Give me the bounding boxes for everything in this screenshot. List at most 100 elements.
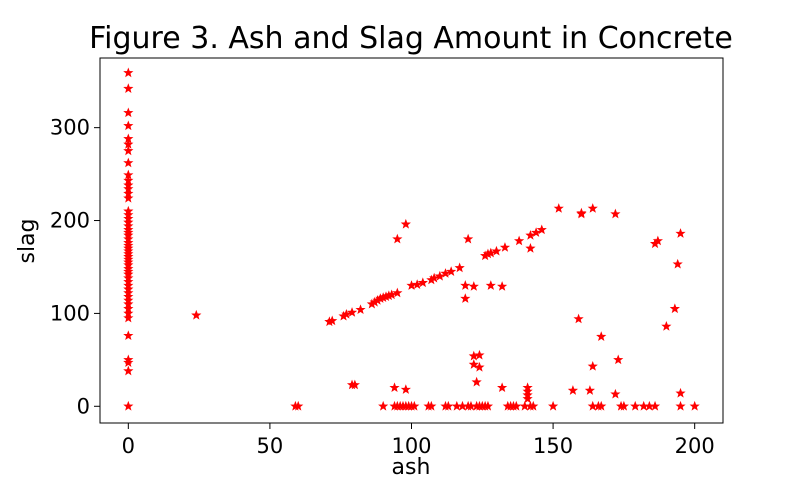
data-point	[468, 359, 479, 369]
data-point	[474, 361, 485, 372]
data-point	[123, 354, 134, 365]
data-point	[573, 313, 584, 324]
data-point	[460, 293, 471, 303]
data-point	[123, 205, 134, 216]
data-point	[123, 283, 134, 294]
data-point	[584, 385, 595, 395]
data-point	[468, 281, 479, 291]
data-point	[123, 183, 134, 194]
data-point	[675, 228, 686, 238]
data-point	[536, 224, 547, 235]
data-point	[123, 272, 134, 283]
y-axis-ticks: 0 100 200 300	[50, 116, 100, 418]
data-point	[630, 400, 641, 411]
data-point	[191, 309, 202, 320]
data-point	[525, 243, 536, 253]
data-point	[669, 303, 680, 314]
data-point	[123, 259, 134, 270]
data-point	[123, 357, 134, 367]
data-point	[123, 107, 134, 118]
data-point	[123, 256, 134, 267]
data-point	[123, 365, 134, 376]
x-tick-label: 150	[533, 434, 573, 458]
data-point	[123, 263, 134, 274]
data-point	[123, 330, 134, 341]
data-point	[491, 245, 502, 256]
y-tick-label: 100	[50, 301, 90, 325]
data-point	[460, 280, 471, 290]
data-point	[409, 400, 420, 411]
data-point	[497, 281, 508, 291]
data-point	[613, 354, 624, 365]
data-point	[652, 235, 663, 246]
data-point	[123, 120, 134, 131]
data-point	[123, 280, 134, 290]
data-point	[346, 307, 358, 317]
data-point	[499, 242, 511, 252]
y-tick-label: 300	[50, 116, 90, 140]
data-point	[463, 233, 474, 244]
data-point	[123, 224, 134, 235]
data-point	[123, 217, 134, 227]
data-point	[522, 393, 533, 404]
data-points	[123, 67, 700, 411]
data-point	[123, 248, 134, 259]
data-point	[123, 192, 134, 203]
data-point	[471, 376, 482, 387]
data-point	[610, 208, 621, 219]
data-point	[327, 315, 338, 326]
data-point	[525, 230, 536, 240]
data-point	[587, 203, 598, 213]
data-point	[123, 179, 134, 190]
data-point	[511, 400, 522, 411]
data-point	[123, 266, 134, 276]
data-point	[672, 258, 683, 269]
data-point	[454, 262, 465, 273]
data-point	[123, 269, 134, 279]
data-point	[426, 400, 437, 411]
data-point	[482, 400, 494, 411]
data-point	[123, 298, 134, 309]
data-point	[123, 227, 134, 237]
x-tick-label: 0	[122, 434, 135, 458]
data-point	[123, 254, 134, 264]
data-point	[123, 133, 134, 144]
data-point	[123, 169, 134, 180]
data-point	[378, 400, 389, 411]
data-point	[596, 331, 607, 341]
data-point	[123, 245, 134, 256]
data-point	[675, 387, 686, 398]
data-point	[123, 83, 134, 93]
data-point	[123, 243, 134, 253]
data-point	[123, 157, 134, 168]
x-axis-label: ash	[392, 455, 431, 476]
data-point	[474, 349, 485, 360]
data-point	[485, 280, 496, 290]
data-point	[123, 139, 134, 149]
data-point	[392, 233, 403, 244]
data-point	[123, 400, 134, 411]
chart-title: Figure 3. Ash and Slag Amount in Concret…	[89, 21, 733, 56]
data-point	[596, 400, 607, 411]
data-point	[123, 251, 134, 262]
data-point	[123, 303, 134, 314]
data-point	[434, 270, 445, 281]
data-point	[123, 308, 134, 318]
data-point	[400, 384, 411, 394]
data-point	[123, 145, 134, 156]
data-point	[587, 360, 598, 371]
x-axis-ticks: 0 50 100 150 200	[122, 423, 715, 458]
data-point	[123, 276, 134, 287]
data-point	[123, 188, 134, 198]
plot-area	[99, 57, 724, 424]
data-point	[567, 385, 578, 395]
data-point	[123, 209, 134, 220]
data-point	[123, 220, 134, 231]
data-point	[514, 235, 525, 246]
data-point	[553, 203, 564, 213]
y-tick-label: 200	[50, 209, 90, 233]
data-point	[446, 266, 457, 276]
data-point	[355, 304, 366, 315]
data-point	[349, 379, 360, 390]
